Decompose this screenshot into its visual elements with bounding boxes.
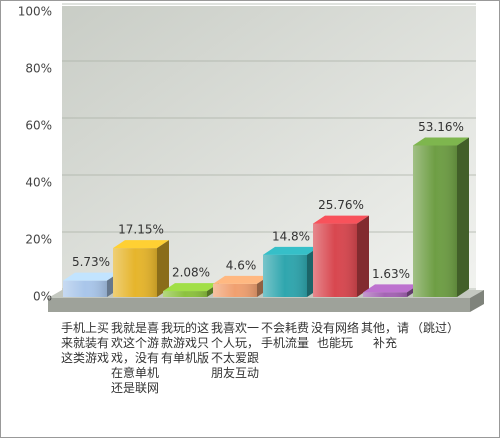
bar-shine	[263, 254, 307, 297]
y-tick-label: 0%	[33, 290, 52, 304]
value-label: 5.73%	[72, 255, 110, 269]
bar-side	[357, 215, 369, 297]
floor-side	[470, 290, 484, 312]
x-tick-label: 没有网络也能玩	[311, 320, 359, 350]
value-label: 2.08%	[172, 266, 210, 280]
bar-side	[157, 240, 169, 297]
value-label: 25.76%	[318, 198, 364, 212]
value-label: 1.63%	[372, 267, 410, 281]
bar-side	[457, 137, 469, 297]
bar-shine	[413, 145, 457, 297]
x-tick-label: 我就是喜欢这个游戏，没有在意单机还是联网	[111, 321, 159, 395]
y-tick-label: 80%	[25, 62, 52, 76]
bar-shine	[363, 292, 407, 297]
bar-top	[63, 272, 119, 281]
x-tick-label: （跳过）	[411, 321, 459, 335]
value-label: 14.8%	[272, 229, 310, 243]
bar-top	[213, 275, 269, 284]
bar-top	[413, 137, 469, 146]
bar-shine	[63, 280, 107, 297]
bar-shine	[113, 248, 157, 297]
bar-top	[263, 246, 319, 255]
bar-top	[363, 284, 419, 293]
bar-shine	[213, 283, 257, 297]
bar-top	[313, 215, 369, 224]
y-tick-label: 60%	[25, 119, 52, 133]
x-tick-label: 其他，请补充	[361, 321, 409, 350]
floor-front	[48, 298, 470, 312]
bar-shine	[313, 223, 357, 297]
x-tick-label: 不会耗费手机流量	[261, 321, 309, 350]
x-tick-label: 我玩的这款游戏只有单机版	[161, 320, 209, 365]
value-label: 17.15%	[118, 223, 164, 237]
bar-top	[113, 240, 169, 249]
bar-top	[163, 283, 219, 292]
value-label: 53.16%	[418, 120, 464, 134]
y-tick-label: 20%	[25, 233, 52, 247]
value-label: 4.6%	[226, 258, 257, 272]
y-tick-label: 40%	[25, 176, 52, 190]
y-tick-label: 100%	[18, 5, 52, 19]
bar-shine	[163, 291, 207, 297]
x-tick-label: 手机上买来就装有这类游戏	[61, 321, 109, 365]
x-tick-label: 我喜欢一个人玩，不太爱跟朋友互动	[211, 320, 259, 380]
